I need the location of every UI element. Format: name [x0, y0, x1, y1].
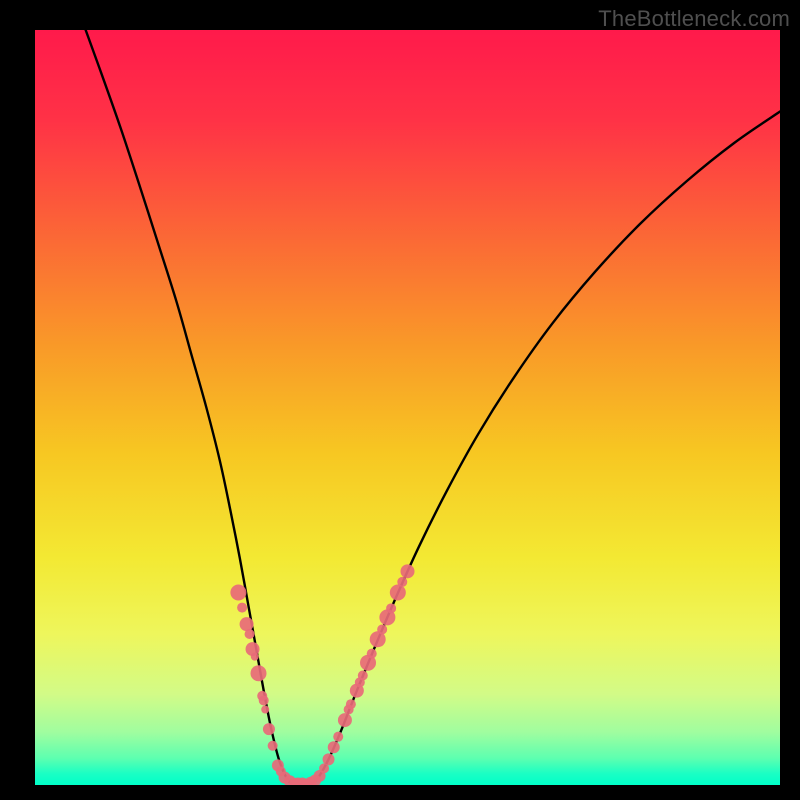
scatter-point	[367, 649, 377, 659]
scatter-point	[346, 699, 356, 709]
scatter-point	[377, 624, 387, 634]
scatter-point	[261, 706, 269, 714]
scatter-point	[240, 617, 254, 631]
scatter-point	[251, 653, 259, 661]
scatter-point	[245, 629, 255, 639]
scatter-point	[263, 723, 275, 735]
scatter-point	[386, 603, 396, 613]
scatter-point	[358, 671, 368, 681]
scatter-point	[259, 695, 269, 705]
scatter-point	[390, 584, 406, 600]
scatter-point	[268, 741, 278, 751]
gradient-background	[35, 30, 780, 785]
scatter-point	[333, 732, 343, 742]
scatter-point	[323, 753, 335, 765]
scatter-point	[397, 577, 407, 587]
scatter-point	[401, 564, 415, 578]
bottleneck-chart	[35, 30, 780, 785]
scatter-point	[338, 713, 352, 727]
watermark-text: TheBottleneck.com	[598, 6, 790, 32]
scatter-point	[251, 665, 267, 681]
figure-canvas: TheBottleneck.com	[0, 0, 800, 800]
scatter-point	[230, 584, 246, 600]
scatter-point	[237, 603, 247, 613]
scatter-point	[328, 741, 340, 753]
